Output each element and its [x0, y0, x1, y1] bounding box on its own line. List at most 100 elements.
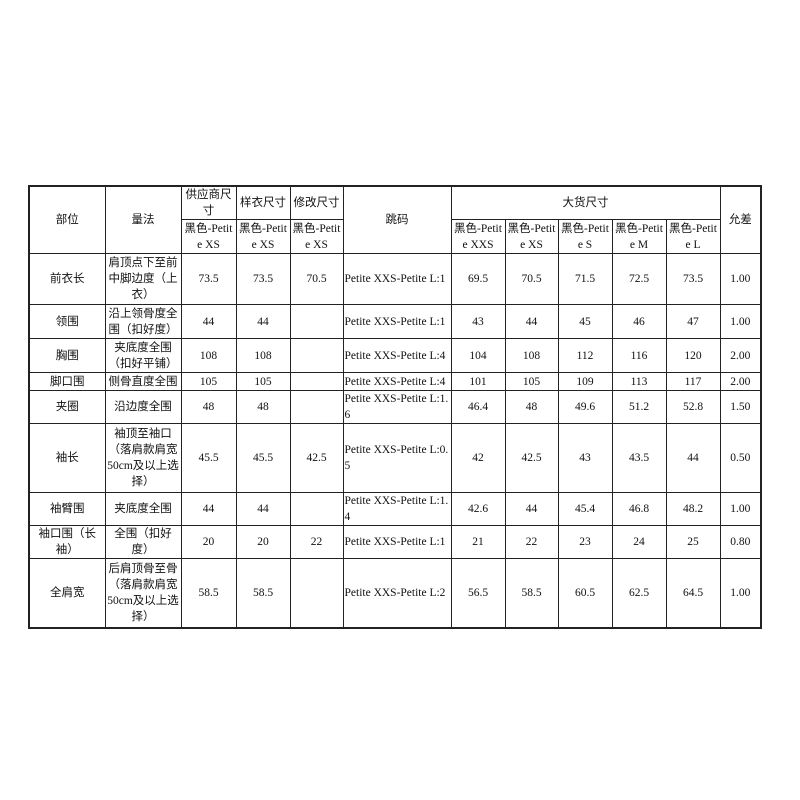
method-cell: 夹底度全围（扣好平铺） [104, 338, 182, 373]
header-method: 量法 [104, 185, 182, 254]
header-bulk-size: 黑色-Petite XS [504, 219, 559, 254]
sample-size-cell: 58.5 [235, 558, 291, 628]
sample-size-cell: 20 [235, 525, 291, 559]
grading-cell: Petite XXS-Petite L:1.6 [342, 390, 452, 424]
revised-size-cell [289, 338, 344, 373]
bulk-size-cell: 113 [611, 372, 667, 391]
header-bulk-size: 黑色-Petite XXS [450, 219, 506, 254]
bulk-size-cell: 46.4 [450, 390, 506, 424]
tolerance-cell: 0.50 [719, 423, 762, 493]
header-revised: 修改尺寸 [289, 185, 344, 220]
sample-size-cell: 105 [235, 372, 291, 391]
revised-size-cell: 22 [289, 525, 344, 559]
tolerance-cell: 1.00 [719, 253, 762, 305]
bulk-size-cell: 42.5 [504, 423, 559, 493]
part-cell: 全肩宽 [28, 558, 106, 628]
supplier-size-cell: 44 [180, 304, 237, 339]
table-row: 领围 沿上领骨度全围（扣好度） 44 44 Petite XXS-Petite L:1 4… [28, 304, 762, 339]
bulk-size-cell: 25 [665, 525, 721, 559]
tolerance-cell: 1.50 [719, 390, 762, 424]
bulk-size-cell: 64.5 [665, 558, 721, 628]
bulk-size-cell: 48 [504, 390, 559, 424]
method-cell: 侧骨直度全围 [104, 372, 182, 391]
table-row: 全肩宽 后肩顶骨至骨（落肩款肩宽50cm及以上选择） 58.5 58.5 Petite … [28, 558, 762, 628]
revised-size-cell: 42.5 [289, 423, 344, 493]
bulk-size-cell: 44 [504, 304, 559, 339]
table-row: 脚口围 侧骨直度全围 105 105 Petite XXS-Petite L:4 101 1… [28, 372, 762, 391]
sample-size-cell: 44 [235, 304, 291, 339]
header-bulk-size: 黑色-Petite S [557, 219, 613, 254]
bulk-size-cell: 105 [504, 372, 559, 391]
bulk-size-cell: 120 [665, 338, 721, 373]
bulk-size-cell: 48.2 [665, 492, 721, 526]
part-cell: 领围 [28, 304, 106, 339]
sample-size-cell: 108 [235, 338, 291, 373]
supplier-size-cell: 105 [180, 372, 237, 391]
grading-cell: Petite XXS-Petite L:0.5 [342, 423, 452, 493]
bulk-size-cell: 46.8 [611, 492, 667, 526]
grading-cell: Petite XXS-Petite L:1 [342, 253, 452, 305]
sample-size-cell: 44 [235, 492, 291, 526]
bulk-size-cell: 44 [504, 492, 559, 526]
sample-size-cell: 48 [235, 390, 291, 424]
bulk-size-cell: 72.5 [611, 253, 667, 305]
supplier-size-cell: 73.5 [180, 253, 237, 305]
bulk-size-cell: 71.5 [557, 253, 613, 305]
method-cell: 夹底度全围 [104, 492, 182, 526]
bulk-size-cell: 23 [557, 525, 613, 559]
supplier-size-cell: 108 [180, 338, 237, 373]
grading-cell: Petite XXS-Petite L:1.4 [342, 492, 452, 526]
header-grading: 跳码 [342, 185, 452, 254]
bulk-size-cell: 69.5 [450, 253, 506, 305]
method-cell: 后肩顶骨至骨（落肩款肩宽50cm及以上选择） [104, 558, 182, 628]
revised-size-cell [289, 558, 344, 628]
bulk-size-cell: 56.5 [450, 558, 506, 628]
table-row: 袖长 袖顶至袖口（落肩款肩宽50cm及以上选择） 45.5 45.5 42.5 Petit… [28, 423, 762, 493]
revised-size-cell [289, 390, 344, 424]
bulk-size-cell: 47 [665, 304, 721, 339]
bulk-size-cell: 108 [504, 338, 559, 373]
bulk-size-cell: 101 [450, 372, 506, 391]
size-spec-table: 部位 量法 供应商尺寸 样衣尺寸 修改尺寸 跳码 大货尺寸 允差 黑色-Peti… [28, 185, 762, 629]
header-revised-size: 黑色-Petite XS [289, 219, 344, 254]
bulk-size-cell: 73.5 [665, 253, 721, 305]
supplier-size-cell: 45.5 [180, 423, 237, 493]
header-sample: 样衣尺寸 [235, 185, 291, 220]
bulk-size-cell: 58.5 [504, 558, 559, 628]
table-row: 前衣长 肩顶点下至前中脚边度（上衣） 73.5 73.5 70.5 Petite XXS-… [28, 253, 762, 305]
method-cell: 沿上领骨度全围（扣好度） [104, 304, 182, 339]
header-part: 部位 [28, 185, 106, 254]
part-cell: 前衣长 [28, 253, 106, 305]
method-cell: 肩顶点下至前中脚边度（上衣） [104, 253, 182, 305]
supplier-size-cell: 48 [180, 390, 237, 424]
bulk-size-cell: 21 [450, 525, 506, 559]
header-bulk: 大货尺寸 [450, 185, 721, 220]
bulk-size-cell: 112 [557, 338, 613, 373]
revised-size-cell: 70.5 [289, 253, 344, 305]
bulk-size-cell: 42 [450, 423, 506, 493]
header-tolerance: 允差 [719, 185, 762, 254]
part-cell: 袖臂围 [28, 492, 106, 526]
bulk-size-cell: 117 [665, 372, 721, 391]
header-bulk-size: 黑色-Petite L [665, 219, 721, 254]
revised-size-cell [289, 372, 344, 391]
bulk-size-cell: 70.5 [504, 253, 559, 305]
bulk-size-cell: 24 [611, 525, 667, 559]
table-row: 袖口围（长袖） 全围（扣好度） 20 20 22 Petite XXS-Petite L:… [28, 525, 762, 559]
part-cell: 脚口围 [28, 372, 106, 391]
part-cell: 袖长 [28, 423, 106, 493]
supplier-size-cell: 58.5 [180, 558, 237, 628]
tolerance-cell: 2.00 [719, 338, 762, 373]
tolerance-cell: 0.80 [719, 525, 762, 559]
tolerance-cell: 1.00 [719, 558, 762, 628]
grading-cell: Petite XXS-Petite L:2 [342, 558, 452, 628]
grading-cell: Petite XXS-Petite L:1 [342, 525, 452, 559]
bulk-size-cell: 43 [450, 304, 506, 339]
part-cell: 胸围 [28, 338, 106, 373]
bulk-size-cell: 45.4 [557, 492, 613, 526]
supplier-size-cell: 44 [180, 492, 237, 526]
bulk-size-cell: 44 [665, 423, 721, 493]
sample-size-cell: 73.5 [235, 253, 291, 305]
header-supplier-size: 黑色-Petite XS [180, 219, 237, 254]
table-row: 袖臂围 夹底度全围 44 44 Petite XXS-Petite L:1.4 42.6 4… [28, 492, 762, 526]
